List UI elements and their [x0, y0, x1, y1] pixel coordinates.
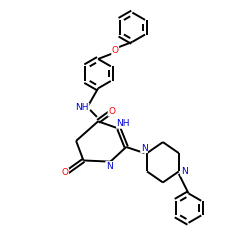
Text: N: N: [106, 162, 112, 170]
Text: O: O: [62, 168, 68, 177]
Text: N: N: [181, 167, 188, 176]
Text: N: N: [141, 144, 148, 153]
Text: NH: NH: [116, 119, 130, 128]
Text: O: O: [112, 46, 119, 55]
Text: NH: NH: [76, 104, 89, 112]
Text: O: O: [108, 107, 115, 116]
